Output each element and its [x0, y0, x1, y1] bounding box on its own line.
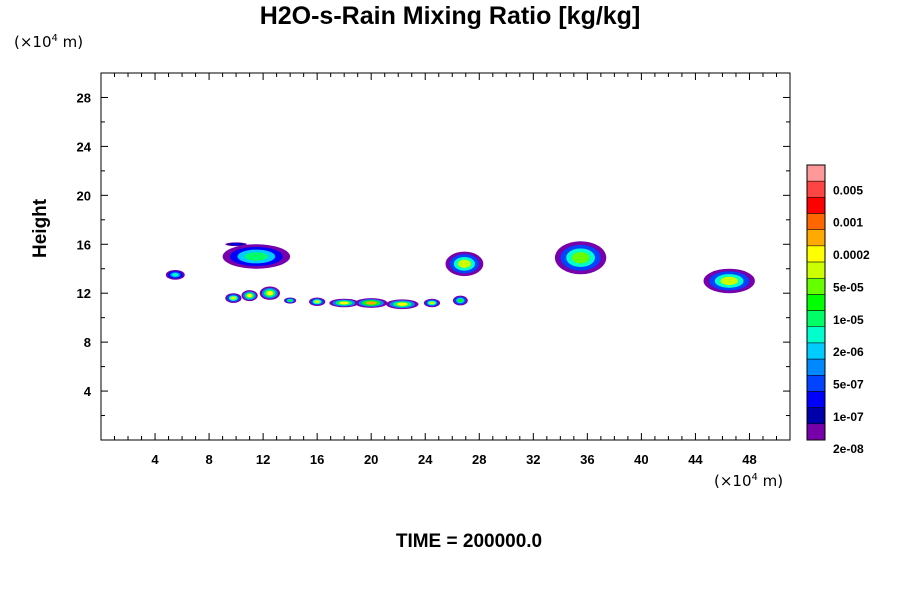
x-tick-label: 40	[634, 452, 648, 467]
rain-feature	[365, 301, 377, 305]
y-tick-label: 24	[77, 139, 92, 154]
y-tick-label: 8	[84, 335, 91, 350]
rain-feature	[429, 301, 435, 305]
rain-feature	[314, 300, 320, 304]
x-tick-label: 16	[310, 452, 324, 467]
colorbar-swatch	[806, 310, 826, 328]
x-tick-label: 32	[526, 452, 540, 467]
rain-feature	[244, 252, 268, 261]
rain-feature	[230, 296, 237, 300]
rain-feature	[457, 259, 471, 268]
colorbar-label: 2e-06	[833, 345, 864, 359]
rain-feature	[720, 276, 738, 286]
x-tick-label: 28	[472, 452, 486, 467]
rain-feature	[246, 293, 253, 298]
y-tick-label: 20	[77, 188, 91, 203]
x-tick-label: 4	[151, 452, 159, 467]
rain-feature	[288, 299, 293, 302]
rain-feature	[266, 290, 274, 296]
colorbar-label: 0.0002	[833, 248, 870, 262]
colorbar-swatch	[806, 326, 826, 344]
colorbar-swatch	[806, 229, 826, 247]
rain-feature	[232, 243, 240, 246]
x-tick-label: 20	[364, 452, 378, 467]
colorbar-swatch	[806, 197, 826, 214]
colorbar-swatch	[806, 180, 826, 198]
rain-feature	[396, 302, 408, 306]
x-tick-label: 44	[688, 452, 703, 467]
rain-feature	[571, 252, 590, 264]
x-tick-label: 12	[256, 452, 270, 467]
rain-feature	[457, 298, 463, 303]
colorbar-frame	[806, 164, 826, 441]
x-tick-label: 24	[418, 452, 433, 467]
y-tick-label: 28	[77, 90, 91, 105]
x-tick-label: 36	[580, 452, 594, 467]
time-label: TIME = 200000.0	[395, 531, 543, 552]
colorbar-label: 0.005	[833, 183, 863, 197]
colorbar-swatch	[806, 375, 826, 392]
x-unit-label: (×104 m)	[714, 472, 784, 490]
x-tick-label: 8	[205, 452, 212, 467]
colorbar-swatch	[806, 277, 826, 295]
x-tick-label: 48	[742, 452, 756, 467]
rain-feature	[172, 273, 179, 277]
colorbar-swatch	[806, 261, 826, 279]
colorbar-swatch	[806, 423, 826, 441]
rain-feature	[339, 301, 350, 305]
colorbar-swatch	[806, 294, 826, 311]
colorbar-label: 0.001	[833, 216, 863, 230]
colorbar-label: 1e-05	[833, 313, 864, 327]
y-axis-label: Height	[30, 198, 51, 258]
colorbar-swatch	[806, 342, 826, 360]
y-tick-label: 16	[77, 237, 91, 252]
colorbar-swatch	[806, 391, 826, 408]
colorbar-swatch	[806, 407, 826, 425]
colorbar-label: 5e-07	[833, 377, 864, 391]
colorbar-label: 1e-07	[833, 410, 864, 424]
y-tick-label: 4	[84, 384, 92, 399]
colorbar-swatch	[806, 358, 826, 376]
colorbar-label: 2e-08	[833, 442, 864, 456]
chart-title: H2O-s-Rain Mixing Ratio [kg/kg]	[259, 2, 641, 30]
y-tick-label: 12	[77, 286, 91, 301]
colorbar-swatch	[806, 164, 826, 182]
plot-frame	[100, 72, 791, 441]
colorbar-swatch	[806, 213, 826, 230]
colorbar-label: 5e-05	[833, 280, 864, 294]
y-unit-label: (×104 m)	[14, 33, 84, 51]
colorbar-swatch	[806, 245, 826, 263]
